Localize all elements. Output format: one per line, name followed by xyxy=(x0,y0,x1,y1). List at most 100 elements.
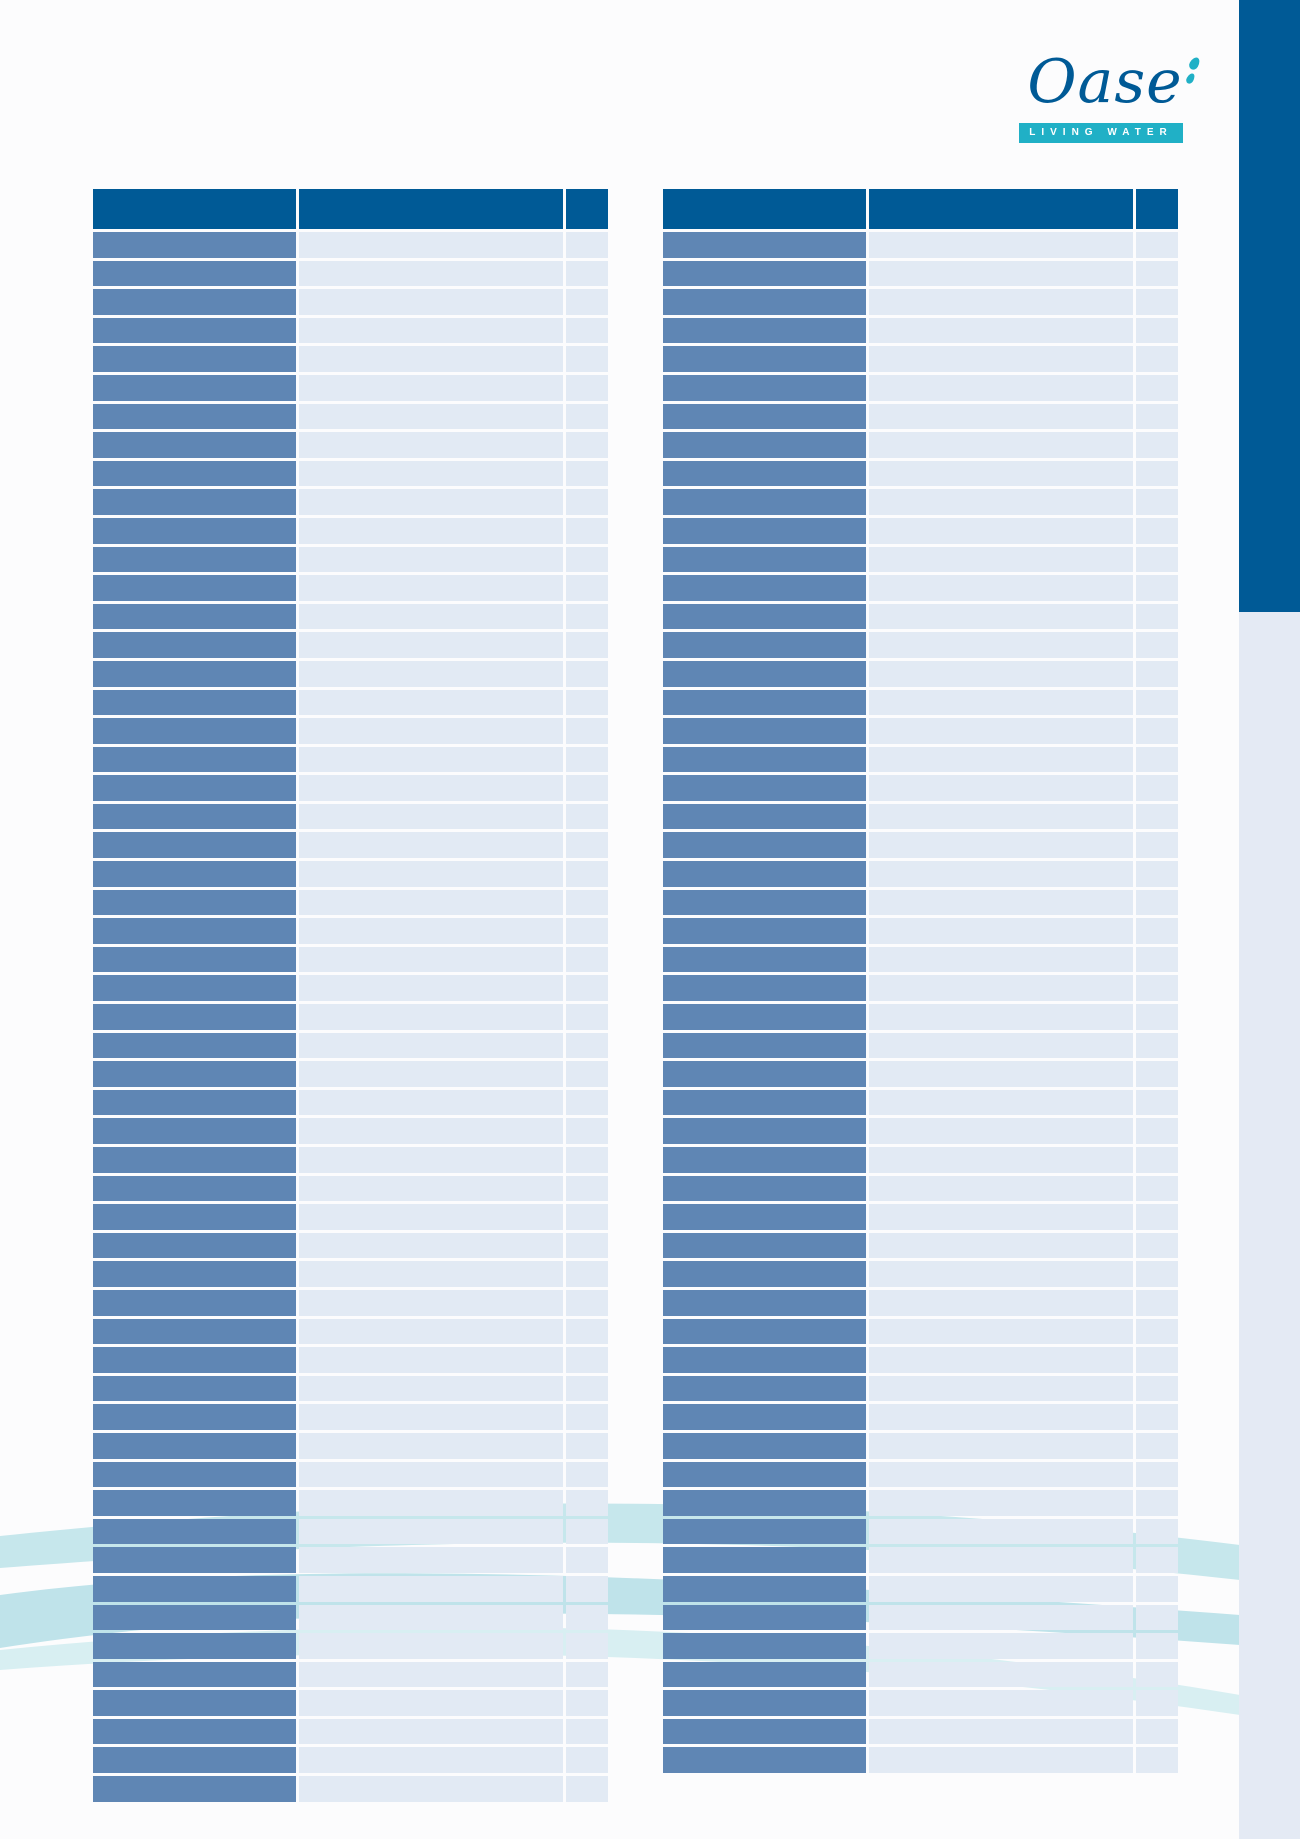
description-cell xyxy=(299,1404,563,1430)
description-cell xyxy=(869,317,1133,344)
quantity-cell xyxy=(1136,746,1178,773)
part-number-cell xyxy=(93,1289,296,1316)
description-cell xyxy=(869,260,1133,287)
description-cell xyxy=(869,1318,1133,1345)
quantity-cell xyxy=(1136,1032,1178,1059)
quantity-cell xyxy=(566,918,608,944)
table-row xyxy=(93,374,608,401)
description-cell xyxy=(869,1175,1133,1202)
side-tab-light xyxy=(1239,612,1300,1839)
table-row xyxy=(93,1347,608,1373)
part-number-cell xyxy=(93,689,296,716)
part-number-cell xyxy=(663,232,866,258)
description-cell xyxy=(299,1347,563,1373)
description-cell xyxy=(299,660,563,687)
side-tab-dark xyxy=(1239,0,1300,612)
description-cell xyxy=(299,1375,563,1402)
part-number-cell xyxy=(663,746,866,773)
quantity-cell xyxy=(566,1661,608,1688)
table-row xyxy=(93,775,608,801)
quantity-cell xyxy=(1136,975,1178,1002)
column-header xyxy=(93,189,296,229)
table-row xyxy=(93,232,608,258)
description-cell xyxy=(299,374,563,401)
table-row xyxy=(93,1289,608,1316)
quantity-cell xyxy=(566,1318,608,1345)
table-row xyxy=(93,403,608,430)
part-number-cell xyxy=(93,1089,296,1116)
table-row xyxy=(663,718,1178,744)
description-cell xyxy=(299,1232,563,1259)
table-row xyxy=(93,1518,608,1545)
table-row xyxy=(93,517,608,544)
part-number-cell xyxy=(93,1604,296,1631)
table-row xyxy=(93,1404,608,1430)
part-number-cell xyxy=(93,1747,296,1774)
table-row xyxy=(663,1261,1178,1287)
part-number-cell xyxy=(93,603,296,630)
part-number-cell xyxy=(93,1204,296,1230)
part-number-cell xyxy=(93,546,296,573)
part-number-cell xyxy=(93,432,296,458)
part-number-cell xyxy=(663,1232,866,1259)
part-number-cell xyxy=(93,832,296,859)
quantity-cell xyxy=(566,374,608,401)
part-number-cell xyxy=(663,1633,866,1659)
quantity-cell xyxy=(1136,1633,1178,1659)
part-number-cell xyxy=(663,632,866,658)
table-row xyxy=(663,1690,1178,1716)
table-row xyxy=(93,289,608,315)
description-cell xyxy=(869,946,1133,973)
description-cell xyxy=(869,889,1133,916)
description-cell xyxy=(869,1204,1133,1230)
table-row xyxy=(663,1490,1178,1516)
quantity-cell xyxy=(1136,1518,1178,1545)
part-number-cell xyxy=(93,1147,296,1173)
quantity-cell xyxy=(566,1032,608,1059)
description-cell xyxy=(869,1004,1133,1030)
column-header xyxy=(663,189,866,229)
table-row xyxy=(93,546,608,573)
description-cell xyxy=(299,1204,563,1230)
table-row xyxy=(93,1661,608,1688)
quantity-cell xyxy=(1136,517,1178,544)
part-number-cell xyxy=(93,1547,296,1573)
description-cell xyxy=(869,1747,1133,1774)
description-cell xyxy=(299,1575,563,1602)
quantity-cell xyxy=(566,1690,608,1716)
quantity-cell xyxy=(1136,1175,1178,1202)
part-number-cell xyxy=(663,1404,866,1430)
table-row xyxy=(93,1490,608,1516)
part-number-cell xyxy=(93,775,296,801)
description-cell xyxy=(299,918,563,944)
description-cell xyxy=(299,575,563,601)
description-cell xyxy=(299,1118,563,1144)
part-number-cell xyxy=(663,861,866,887)
quantity-cell xyxy=(566,1575,608,1602)
description-cell xyxy=(299,861,563,887)
quantity-cell xyxy=(1136,1318,1178,1345)
table-row xyxy=(93,1547,608,1573)
table-row xyxy=(93,460,608,487)
table-row xyxy=(93,260,608,287)
part-number-cell xyxy=(93,517,296,544)
table-row xyxy=(663,1204,1178,1230)
table-row xyxy=(93,861,608,887)
description-cell xyxy=(299,832,563,859)
description-cell xyxy=(869,832,1133,859)
part-number-cell xyxy=(93,460,296,487)
quantity-cell xyxy=(566,889,608,916)
description-cell xyxy=(869,603,1133,630)
quantity-cell xyxy=(566,1004,608,1030)
table-row xyxy=(93,1718,608,1745)
table-row xyxy=(663,660,1178,687)
table-row xyxy=(663,460,1178,487)
quantity-cell xyxy=(1136,374,1178,401)
quantity-cell xyxy=(566,1061,608,1087)
part-number-cell xyxy=(663,1575,866,1602)
part-number-cell xyxy=(93,1318,296,1345)
description-cell xyxy=(869,1032,1133,1059)
part-number-cell xyxy=(663,489,866,515)
quantity-cell xyxy=(566,689,608,716)
quantity-cell xyxy=(1136,1118,1178,1144)
